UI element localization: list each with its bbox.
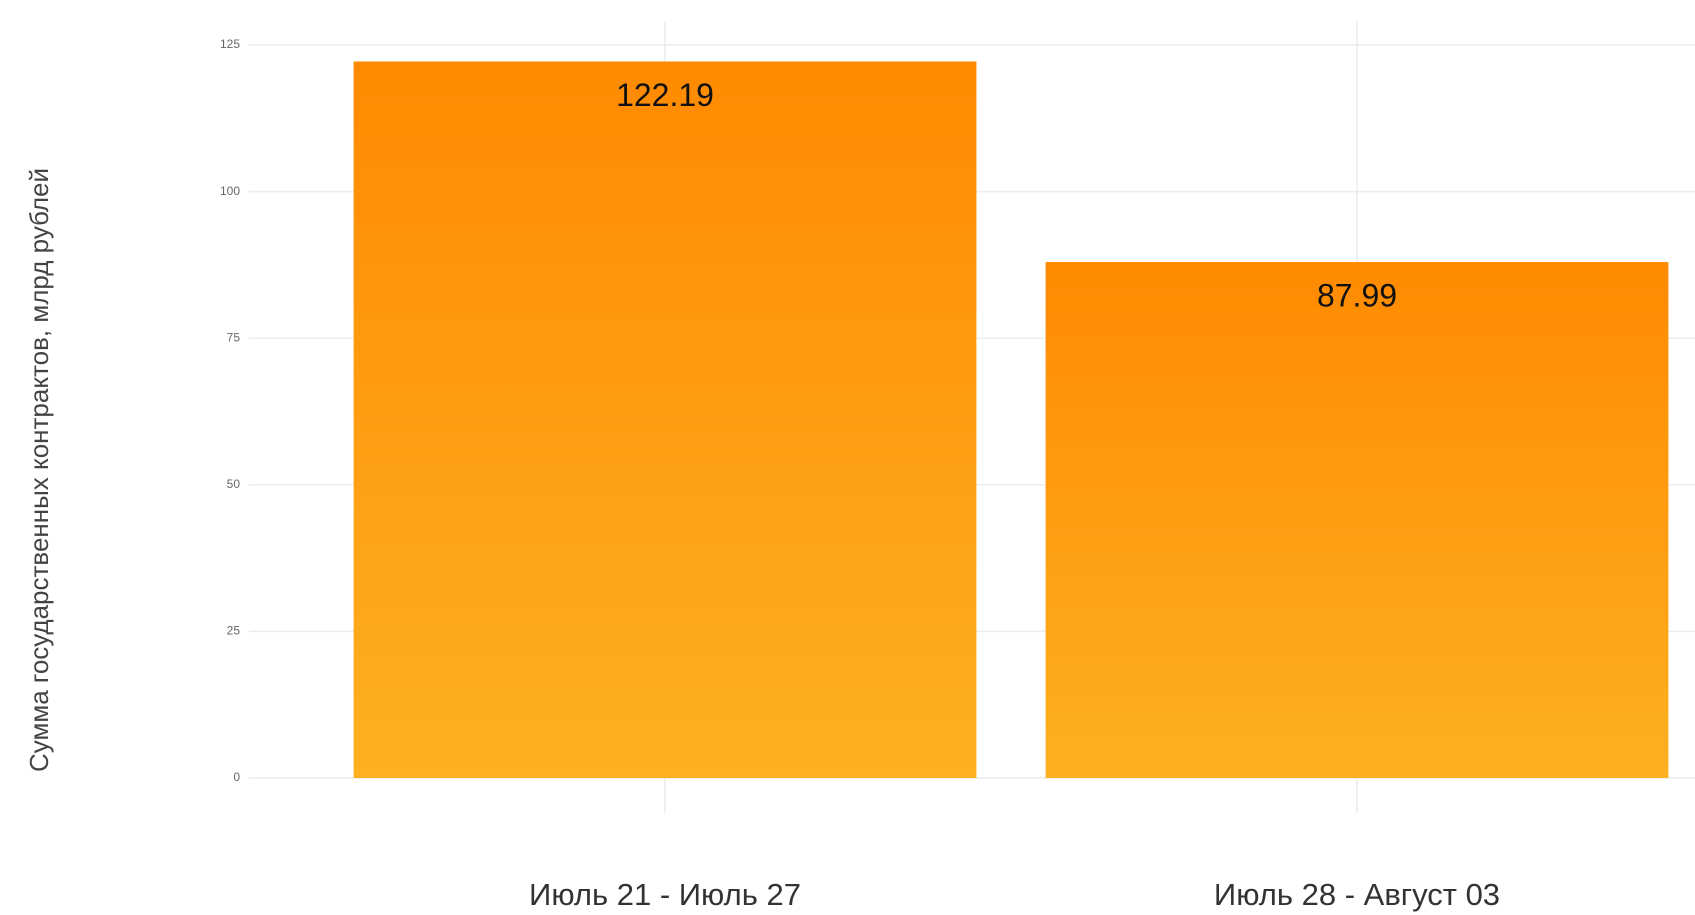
value-label: 87.99 (1317, 277, 1397, 313)
y-tick-label: 50 (227, 477, 241, 491)
y-tick-label: 75 (227, 330, 241, 344)
bar (353, 61, 977, 778)
x-tick-label: Июль 28 - Август 03 (1214, 877, 1500, 912)
y-tick-label: 100 (220, 184, 240, 198)
x-tick-label: Июль 21 - Июль 27 (529, 877, 801, 912)
y-tick-label: 25 (227, 624, 241, 638)
bar (1045, 262, 1669, 779)
y-tick-label: 125 (220, 37, 240, 51)
value-label: 122.19 (616, 77, 714, 113)
y-axis-label: Сумма государственных контрактов, млрд р… (24, 168, 54, 772)
y-tick-label: 0 (233, 770, 240, 784)
